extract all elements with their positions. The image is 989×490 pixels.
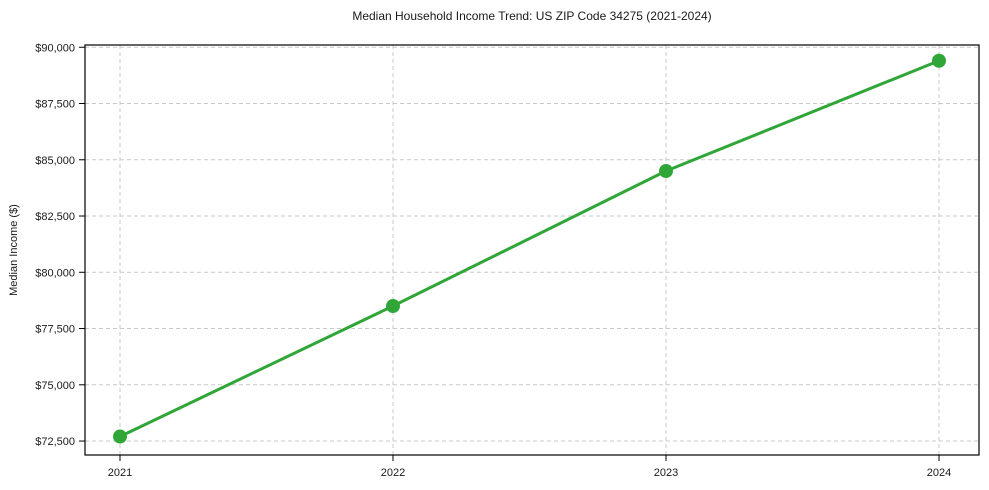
data-point-2024 [932, 53, 946, 68]
y-tick-label: $87,500 [35, 99, 75, 111]
y-tick-label: $77,500 [35, 324, 75, 336]
y-tick-label: $85,000 [35, 155, 75, 167]
data-point-2023 [659, 164, 673, 179]
x-tick-label: 2023 [654, 467, 678, 479]
data-point-2021 [113, 429, 127, 444]
chart-title: Median Household Income Trend: US ZIP Co… [352, 9, 712, 23]
x-tick-label: 2024 [927, 467, 951, 479]
y-tick-label: $82,500 [35, 211, 75, 223]
y-tick-label: $90,000 [35, 42, 75, 54]
y-tick-label: $75,000 [35, 380, 75, 392]
y-tick-label: $72,500 [35, 436, 75, 448]
x-tick-label: 2022 [381, 467, 405, 479]
x-tick-label: 2021 [108, 467, 132, 479]
plot-border [84, 44, 980, 456]
data-point-2022 [386, 299, 400, 314]
trend-line [118, 59, 941, 439]
y-tick-label: $80,000 [35, 267, 75, 279]
